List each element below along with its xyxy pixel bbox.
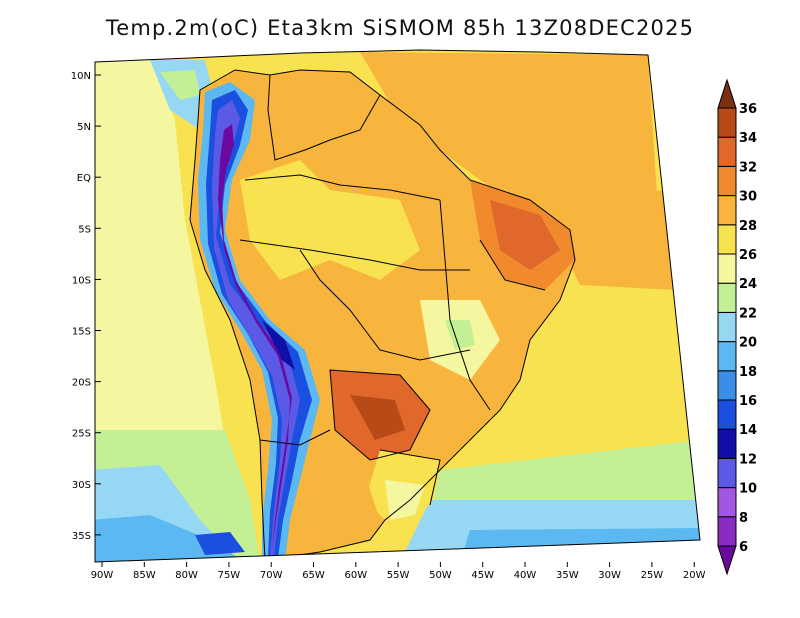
lon-tick-label: 90W: [91, 570, 114, 581]
temperature-field: [95, 50, 700, 562]
colorbar-label: 32: [739, 160, 757, 175]
lon-tick-label: 50W: [429, 570, 452, 581]
lat-tick-label: EQ: [77, 173, 91, 184]
colorbar-box: [717, 487, 737, 518]
colorbar-label: 8: [739, 511, 748, 526]
longitude-axis: 90W 85W 80W 75W 70W 65W 60W 55W 50W 45W 40W 35W 30W 2…: [91, 562, 706, 581]
lon-tick-label: 75W: [218, 570, 241, 581]
lon-tick-label: 70W: [260, 570, 283, 581]
lon-tick-label: 25W: [641, 570, 664, 581]
lon-tick-label: 60W: [344, 570, 367, 581]
lon-tick-label: 30W: [598, 570, 621, 581]
colorbar-box: [717, 136, 737, 167]
colorbar-box: [717, 165, 737, 197]
lat-tick-label: 10S: [72, 275, 91, 286]
colorbar-box: [717, 195, 737, 226]
colorbar: 6 8 10 12 14 16 18 20 22 24 26 28 30 32 34 36: [717, 78, 757, 576]
colorbar-label: 10: [739, 482, 757, 497]
colorbar-label: 36: [739, 102, 757, 117]
lon-tick-label: 35W: [556, 570, 579, 581]
country-borders: [189, 69, 576, 561]
lon-tick-label: 65W: [302, 570, 325, 581]
lon-tick-label: 55W: [387, 570, 410, 581]
lat-tick-label: 35S: [72, 531, 91, 542]
colorbar-min-triangle: [717, 545, 737, 576]
colorbar-box: [717, 311, 737, 343]
colorbar-label: 26: [739, 248, 757, 263]
colorbar-box: [717, 399, 737, 430]
colorbar-label: 30: [739, 190, 757, 205]
colorbar-box: [717, 370, 737, 401]
lat-tick-label: 10N: [71, 71, 91, 82]
colorbar-label: 34: [739, 131, 757, 146]
lat-tick-label: 15S: [72, 327, 91, 338]
map-title: Temp.2m(oC) Eta3km SiSMOM 85h 13Z08DEC20…: [105, 16, 695, 40]
colorbar-box: [717, 457, 737, 489]
colorbar-box: [717, 516, 737, 547]
lon-tick-label: 40W: [514, 570, 537, 581]
colorbar-box: [717, 107, 737, 138]
colorbar-box: [717, 428, 737, 459]
colorbar-label: 18: [739, 365, 757, 380]
colorbar-label: 24: [739, 277, 757, 292]
colorbar-label: 14: [739, 423, 757, 438]
colorbar-box: [717, 341, 737, 372]
lon-tick-label: 45W: [471, 570, 494, 581]
lat-tick-label: 25S: [72, 429, 91, 440]
colorbar-label: 20: [739, 336, 757, 351]
colorbar-max-triangle: [717, 78, 737, 109]
colorbar-label: 12: [739, 452, 757, 467]
lon-tick-label: 85W: [133, 570, 156, 581]
lon-tick-label: 80W: [175, 570, 198, 581]
map-area: 10N 5N EQ 5S 10S 15S 20S 25S 30S 35S 90W 85W 80W 75W…: [71, 49, 706, 581]
lat-tick-label: 30S: [72, 480, 91, 491]
colorbar-box: [717, 253, 737, 284]
lat-tick-label: 20S: [72, 378, 91, 389]
lon-tick-label: 20W: [683, 570, 706, 581]
colorbar-box: [717, 224, 737, 255]
colorbar-label: 16: [739, 394, 757, 409]
colorbar-label: 22: [739, 306, 757, 321]
lat-tick-label: 5S: [78, 224, 91, 235]
map-frame: [94, 49, 701, 563]
colorbar-label: 28: [739, 219, 757, 234]
colorbar-label: 6: [739, 540, 748, 555]
lat-tick-label: 5N: [77, 122, 91, 133]
latitude-axis: 10N 5N EQ 5S 10S 15S 20S 25S 30S 35S: [71, 71, 101, 542]
colorbar-box: [717, 282, 737, 313]
